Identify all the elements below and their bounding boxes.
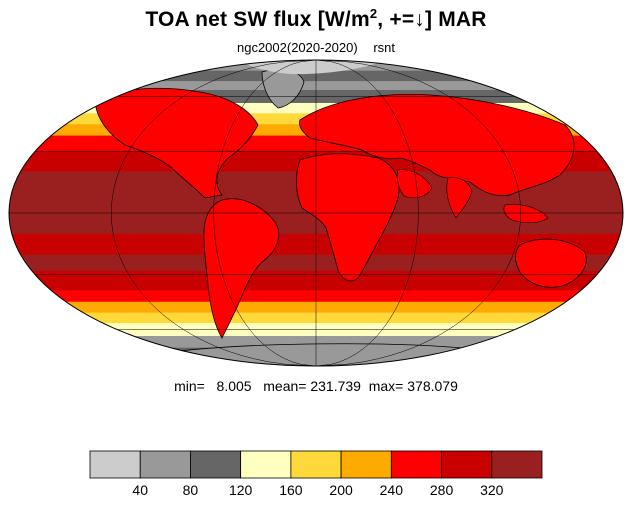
graticule	[9, 60, 623, 366]
meridian-line	[111, 60, 317, 366]
stat-min-label: min=	[174, 378, 205, 394]
title-rest: , +=↓] MAR	[377, 8, 487, 31]
colorbar-swatch	[390, 450, 442, 479]
stat-mean-label: mean=	[263, 378, 307, 394]
eurasia-land	[299, 94, 575, 197]
subtitle-experiment: ngc2002(2020-2020)	[236, 40, 358, 55]
meridian-line	[315, 60, 419, 366]
stat-max: 378.079	[407, 378, 458, 394]
arabia-land	[396, 169, 433, 199]
meridian-line	[315, 60, 521, 366]
colorbar-tick-label: 320	[480, 482, 504, 498]
colorbar-swatch	[340, 450, 392, 479]
colorbar-tick-label: 160	[279, 482, 303, 498]
india-land	[446, 177, 473, 219]
colorbar-tick-label: 280	[430, 482, 454, 498]
australia-land	[515, 238, 587, 288]
title-main: TOA net SW flux [W/m	[145, 8, 370, 31]
colorbar-tick-label: 240	[380, 482, 404, 498]
stat-mean: 231.739	[310, 378, 361, 394]
stat-min: 8.005	[216, 378, 252, 394]
colorbar-tick-label: 80	[183, 482, 199, 498]
title-superscript: 2	[369, 6, 378, 21]
field-statistics: min= 8.005 mean= 231.739 max= 378.079	[0, 378, 632, 394]
colorbar-tick-label: 40	[132, 482, 148, 498]
colorbar-swatch	[89, 450, 141, 479]
plot-subtitle: ngc2002(2020-2020) rsnt	[0, 40, 632, 55]
colorbar-swatch	[139, 450, 191, 479]
colorbar-swatch	[290, 450, 342, 479]
subtitle-variable: rsnt	[373, 40, 395, 55]
colorbar-swatch	[491, 450, 543, 479]
colorbar-tick-label: 120	[229, 482, 253, 498]
south-america-land	[203, 198, 280, 339]
meridian-line	[213, 60, 317, 366]
colorbar-swatch	[240, 450, 292, 479]
colorbar-swatch	[441, 450, 493, 479]
africa-land	[296, 153, 400, 282]
land-features	[94, 60, 587, 366]
north-america-land	[94, 87, 259, 199]
map-border	[8, 59, 624, 367]
stat-max-label: max=	[368, 378, 404, 394]
arctic-ice	[240, 60, 380, 75]
plot-title: TOA net SW flux [W/m2, +=↓] MAR	[0, 6, 632, 32]
mollweide-map	[8, 59, 624, 367]
colorbar-tick-label: 200	[329, 482, 353, 498]
colorbar-swatch	[190, 450, 242, 479]
